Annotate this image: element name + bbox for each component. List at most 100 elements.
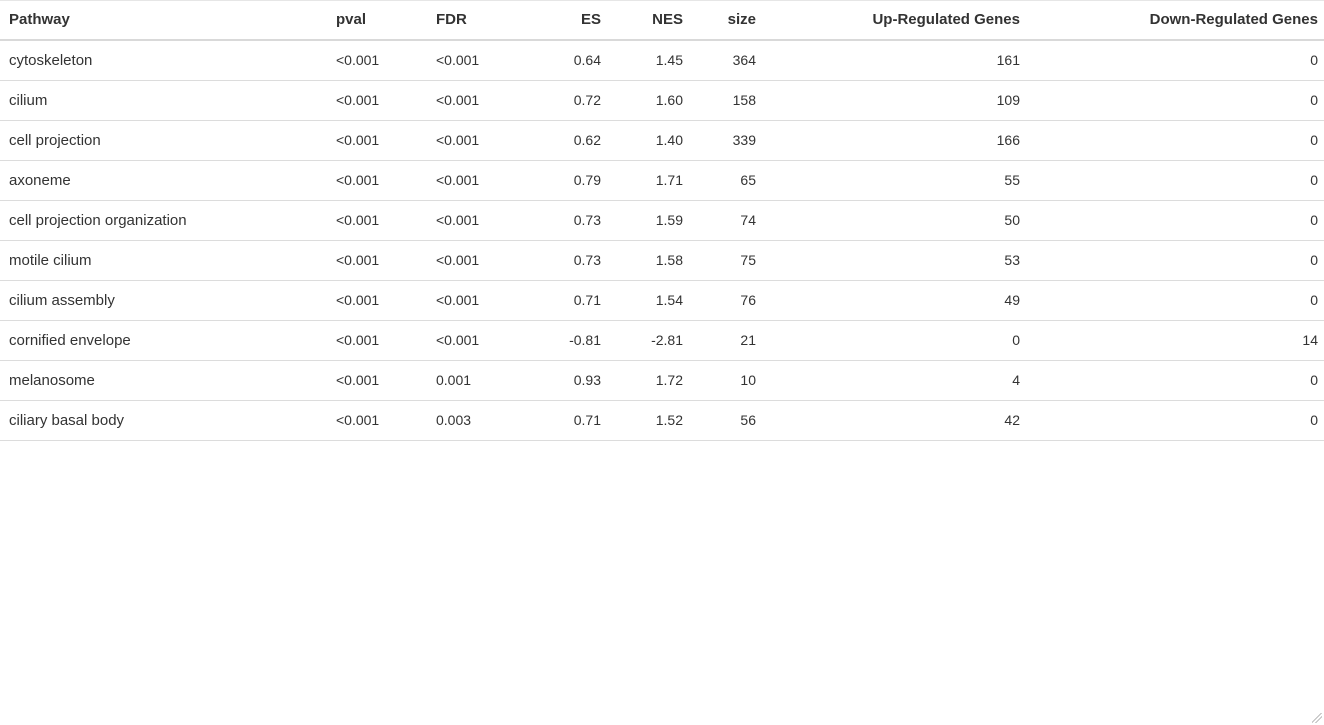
cell-fdr: <0.001 [427, 200, 527, 241]
cell-es: 0.72 [527, 80, 607, 121]
cell-size: 364 [689, 40, 762, 81]
cell-pval: <0.001 [327, 40, 427, 81]
cell-pathway: cornified envelope [0, 320, 327, 361]
cell-up-regulated-genes: 50 [762, 200, 1026, 241]
cell-es: 0.62 [527, 120, 607, 161]
cell-up-regulated-genes: 42 [762, 400, 1026, 441]
cell-down-regulated-genes: 0 [1026, 280, 1324, 321]
table-row: cilium assembly <0.001 <0.001 0.71 1.54 … [0, 280, 1324, 321]
cell-size: 56 [689, 400, 762, 441]
cell-nes: 1.40 [607, 120, 689, 161]
column-header-es[interactable]: ES [527, 0, 607, 41]
table-row: cytoskeleton <0.001 <0.001 0.64 1.45 364… [0, 40, 1324, 81]
cell-down-regulated-genes: 0 [1026, 80, 1324, 121]
cell-size: 21 [689, 320, 762, 361]
table-row: cell projection organization <0.001 <0.0… [0, 200, 1324, 241]
cell-es: -0.81 [527, 320, 607, 361]
cell-es: 0.93 [527, 360, 607, 401]
cell-nes: 1.72 [607, 360, 689, 401]
cell-pval: <0.001 [327, 120, 427, 161]
column-header-size[interactable]: size [689, 0, 762, 41]
cell-fdr: <0.001 [427, 80, 527, 121]
table-row: cornified envelope <0.001 <0.001 -0.81 -… [0, 320, 1324, 361]
cell-es: 0.71 [527, 280, 607, 321]
cell-pathway: motile cilium [0, 240, 327, 281]
cell-nes: 1.71 [607, 160, 689, 201]
cell-fdr: 0.001 [427, 360, 527, 401]
cell-pval: <0.001 [327, 160, 427, 201]
cell-size: 75 [689, 240, 762, 281]
cell-fdr: <0.001 [427, 240, 527, 281]
cell-up-regulated-genes: 109 [762, 80, 1026, 121]
column-header-fdr[interactable]: FDR [427, 0, 527, 41]
column-header-up-regulated-genes[interactable]: Up-Regulated Genes [762, 0, 1026, 41]
cell-pathway: cell projection [0, 120, 327, 161]
cell-pathway: cilium assembly [0, 280, 327, 321]
cell-down-regulated-genes: 0 [1026, 160, 1324, 201]
cell-fdr: <0.001 [427, 40, 527, 81]
cell-es: 0.71 [527, 400, 607, 441]
cell-size: 158 [689, 80, 762, 121]
cell-fdr: <0.001 [427, 120, 527, 161]
cell-size: 339 [689, 120, 762, 161]
cell-pval: <0.001 [327, 400, 427, 441]
cell-up-regulated-genes: 4 [762, 360, 1026, 401]
cell-down-regulated-genes: 0 [1026, 120, 1324, 161]
column-header-nes[interactable]: NES [607, 0, 689, 41]
cell-nes: -2.81 [607, 320, 689, 361]
cell-pathway: cilium [0, 80, 327, 121]
cell-pathway: melanosome [0, 360, 327, 401]
header-row: Pathway pval FDR ES NES size Up-Regulate… [0, 0, 1324, 41]
cell-es: 0.79 [527, 160, 607, 201]
cell-up-regulated-genes: 161 [762, 40, 1026, 81]
cell-pval: <0.001 [327, 360, 427, 401]
table-header: Pathway pval FDR ES NES size Up-Regulate… [0, 0, 1324, 41]
cell-up-regulated-genes: 53 [762, 240, 1026, 281]
table-row: motile cilium <0.001 <0.001 0.73 1.58 75… [0, 240, 1324, 281]
cell-es: 0.73 [527, 240, 607, 281]
resize-handle-icon[interactable] [1312, 713, 1322, 723]
cell-nes: 1.54 [607, 280, 689, 321]
cell-fdr: <0.001 [427, 280, 527, 321]
column-header-down-regulated-genes[interactable]: Down-Regulated Genes [1026, 0, 1324, 41]
cell-down-regulated-genes: 0 [1026, 400, 1324, 441]
cell-pval: <0.001 [327, 240, 427, 281]
column-header-pval[interactable]: pval [327, 0, 427, 41]
cell-pval: <0.001 [327, 320, 427, 361]
cell-pval: <0.001 [327, 80, 427, 121]
results-table-container: Pathway pval FDR ES NES size Up-Regulate… [0, 0, 1324, 441]
table-body: cytoskeleton <0.001 <0.001 0.64 1.45 364… [0, 40, 1324, 441]
table-row: cell projection <0.001 <0.001 0.62 1.40 … [0, 120, 1324, 161]
cell-es: 0.64 [527, 40, 607, 81]
cell-down-regulated-genes: 0 [1026, 360, 1324, 401]
cell-nes: 1.60 [607, 80, 689, 121]
cell-nes: 1.59 [607, 200, 689, 241]
cell-fdr: 0.003 [427, 400, 527, 441]
table-row: ciliary basal body <0.001 0.003 0.71 1.5… [0, 400, 1324, 441]
table-row: cilium <0.001 <0.001 0.72 1.60 158 109 0 [0, 80, 1324, 121]
pathway-results-table: Pathway pval FDR ES NES size Up-Regulate… [0, 0, 1324, 441]
cell-pval: <0.001 [327, 280, 427, 321]
cell-pathway: cell projection organization [0, 200, 327, 241]
cell-size: 74 [689, 200, 762, 241]
cell-up-regulated-genes: 55 [762, 160, 1026, 201]
cell-fdr: <0.001 [427, 320, 527, 361]
cell-pathway: ciliary basal body [0, 400, 327, 441]
cell-down-regulated-genes: 0 [1026, 240, 1324, 281]
cell-pval: <0.001 [327, 200, 427, 241]
cell-pathway: axoneme [0, 160, 327, 201]
cell-size: 76 [689, 280, 762, 321]
cell-pathway: cytoskeleton [0, 40, 327, 81]
cell-nes: 1.45 [607, 40, 689, 81]
cell-es: 0.73 [527, 200, 607, 241]
cell-nes: 1.52 [607, 400, 689, 441]
table-row: axoneme <0.001 <0.001 0.79 1.71 65 55 0 [0, 160, 1324, 201]
cell-up-regulated-genes: 49 [762, 280, 1026, 321]
column-header-pathway[interactable]: Pathway [0, 0, 327, 41]
cell-size: 65 [689, 160, 762, 201]
cell-nes: 1.58 [607, 240, 689, 281]
cell-up-regulated-genes: 166 [762, 120, 1026, 161]
cell-size: 10 [689, 360, 762, 401]
cell-down-regulated-genes: 0 [1026, 200, 1324, 241]
cell-down-regulated-genes: 0 [1026, 40, 1324, 81]
